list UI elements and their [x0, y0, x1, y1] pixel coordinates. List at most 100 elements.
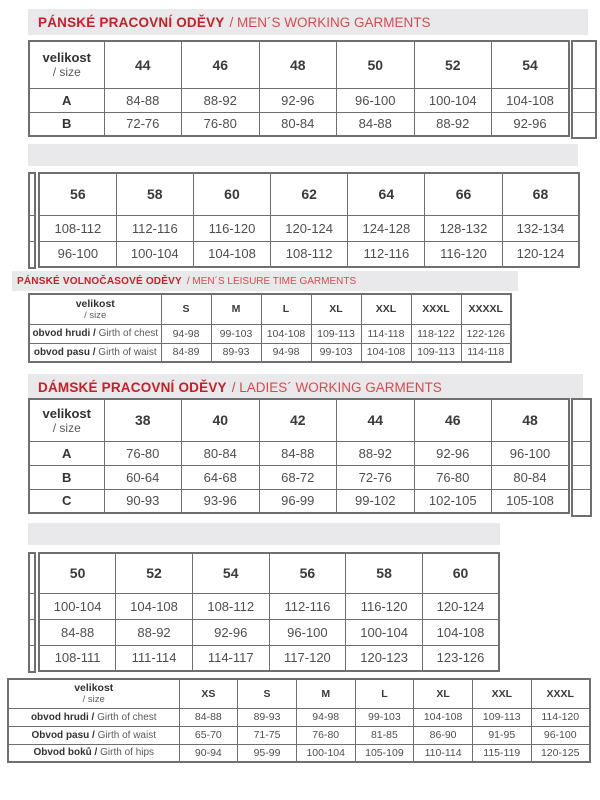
table-row: A 76-80 80-84 84-88 88-92 92-96 96-100 — [28, 440, 570, 466]
row-label-cell: A — [28, 87, 105, 113]
value-cell: 92-96 — [491, 111, 570, 137]
value-cell: 114-120 — [530, 707, 591, 727]
value-cell: 100-104 — [115, 240, 194, 268]
value-cell: 71-75 — [237, 725, 297, 745]
row-label-cell: Obvod boků / Girth of hips — [7, 743, 180, 763]
size-header-cell: 50 — [336, 40, 415, 89]
size-header-cell: 60 — [421, 552, 500, 594]
value-cell: 65-70 — [178, 725, 239, 745]
value-cell: 105-108 — [491, 488, 570, 514]
header-label-english: / size — [82, 694, 105, 706]
row-label-czech: obvod hrudi / — [32, 328, 96, 339]
value-cell: 102-105 — [413, 488, 492, 514]
ladies-size-chart-table: velikost / size XS S M L XL XXL XXXL obvod hrudi … — [7, 678, 591, 763]
value-cell: 109-113 — [310, 323, 362, 344]
table-fragment-row — [30, 645, 34, 671]
row-label-cell: Obvod pasu / Girth of waist — [7, 725, 180, 745]
size-header-cell: XXXL — [410, 293, 462, 325]
size-label-header: velikost / size — [28, 293, 162, 325]
size-header-cell: S — [160, 293, 212, 325]
section-title-english: / MEN´S WORKING GARMENTS — [229, 14, 431, 30]
value-cell: 76-80 — [413, 464, 492, 490]
value-cell: 112-116 — [268, 592, 347, 620]
table-row: obvod pasu / Girth of waist 84-89 89-93 94-… — [28, 342, 512, 363]
value-cell: 80-84 — [181, 440, 260, 466]
value-cell: 99-102 — [336, 488, 415, 514]
value-cell: 114-118 — [360, 323, 412, 344]
value-cell: 109-113 — [410, 342, 462, 363]
header-label-czech: velikost — [42, 50, 91, 66]
row-label-czech: Obvod pasu / — [31, 729, 95, 741]
table-fragment-row — [30, 174, 34, 215]
table-row: 100-104 104-108 108-112 112-116 116-120 120-1… — [38, 592, 500, 620]
value-cell: 92-96 — [413, 440, 492, 466]
size-header-cell: 44 — [103, 40, 182, 89]
size-header-cell: M — [295, 678, 356, 709]
header-label-czech: velikost — [74, 682, 114, 695]
size-header-cell: 62 — [270, 172, 349, 216]
section-title-english: / MEN´S LEISURE TIME GARMENTS — [186, 275, 357, 287]
size-label-header: velikost / size — [28, 398, 105, 442]
value-cell: 84-88 — [258, 440, 337, 466]
row-label-cell: B — [28, 111, 105, 137]
value-cell: 114-118 — [460, 342, 512, 363]
header-label-czech: velikost — [75, 297, 115, 310]
table-fragment-row — [30, 619, 34, 645]
row-label-cell: B — [28, 464, 105, 490]
size-header-cell: XXL — [471, 678, 532, 709]
table-fragment-row — [573, 88, 595, 112]
value-cell: 104-108 — [421, 618, 500, 646]
size-header-cell: 44 — [336, 398, 415, 442]
value-cell: 99-103 — [210, 323, 262, 344]
value-cell: 89-93 — [237, 707, 297, 727]
value-cell: 104-108 — [260, 323, 312, 344]
size-header-cell: 56 — [268, 552, 347, 594]
mens-working-sizes-table-2: 56 58 60 62 64 66 68 108-112 112-116 116-120 120-1… — [38, 172, 581, 268]
size-header-cell: 52 — [413, 40, 492, 89]
size-header-cell: 48 — [258, 40, 337, 89]
value-cell: 96-100 — [336, 87, 415, 113]
size-label-header: velikost / size — [7, 678, 180, 709]
value-cell: 68-72 — [258, 464, 337, 490]
value-cell: 94-98 — [260, 342, 312, 363]
value-cell: 104-108 — [491, 87, 570, 113]
table-row: obvod hrudi / Girth of chest 84-88 89-93 94… — [7, 707, 591, 727]
value-cell: 92-96 — [191, 618, 270, 646]
header-label-english: / size — [52, 420, 81, 435]
value-cell: 88-92 — [115, 618, 193, 646]
value-cell: 108-112 — [38, 214, 117, 242]
value-cell: 84-88 — [103, 87, 182, 113]
value-cell: 112-116 — [115, 214, 194, 242]
value-cell: 91-95 — [471, 725, 532, 745]
value-cell: 122-126 — [460, 323, 512, 344]
value-cell: 96-100 — [268, 618, 347, 646]
size-header-cell: XXXL — [530, 678, 591, 709]
row-label-english: Girth of waist — [98, 346, 157, 358]
row-label-english: Girth of chest — [97, 711, 157, 723]
row-label-czech: obvod pasu / — [33, 346, 96, 358]
value-cell: 72-76 — [103, 111, 182, 137]
section-title-czech: PÁNSKÉ PRACOVNÍ ODĚVY — [38, 14, 225, 30]
value-cell: 96-100 — [491, 440, 570, 466]
value-cell: 105-109 — [354, 743, 415, 763]
value-cell: 114-117 — [191, 644, 270, 672]
row-label-cell: obvod pasu / Girth of waist — [28, 342, 162, 363]
table-fragment-row — [573, 42, 595, 88]
ladies-working-sizes-table-2: 50 52 54 56 58 60 100-104 104-108 108-112 112-116… — [38, 552, 501, 672]
value-cell: 104-108 — [115, 592, 193, 620]
size-header-cell: 46 — [181, 40, 260, 89]
table-overflow-column — [571, 40, 597, 139]
value-cell: 120-124 — [421, 592, 500, 620]
value-cell: 86-90 — [413, 725, 473, 745]
table-row: 84-88 88-92 92-96 96-100 100-104 104-108 — [38, 618, 500, 646]
value-cell: 76-80 — [181, 111, 260, 137]
size-header-cell: 68 — [501, 172, 580, 216]
row-label-cell: obvod hrudi / Girth of chest — [7, 707, 180, 727]
value-cell: 104-108 — [413, 707, 473, 727]
value-cell: 84-89 — [160, 342, 212, 363]
value-cell: 80-84 — [258, 111, 337, 137]
spacer-band — [28, 144, 578, 166]
row-label-cell: C — [28, 488, 105, 514]
value-cell: 88-92 — [336, 440, 415, 466]
value-cell: 110-114 — [413, 743, 473, 763]
